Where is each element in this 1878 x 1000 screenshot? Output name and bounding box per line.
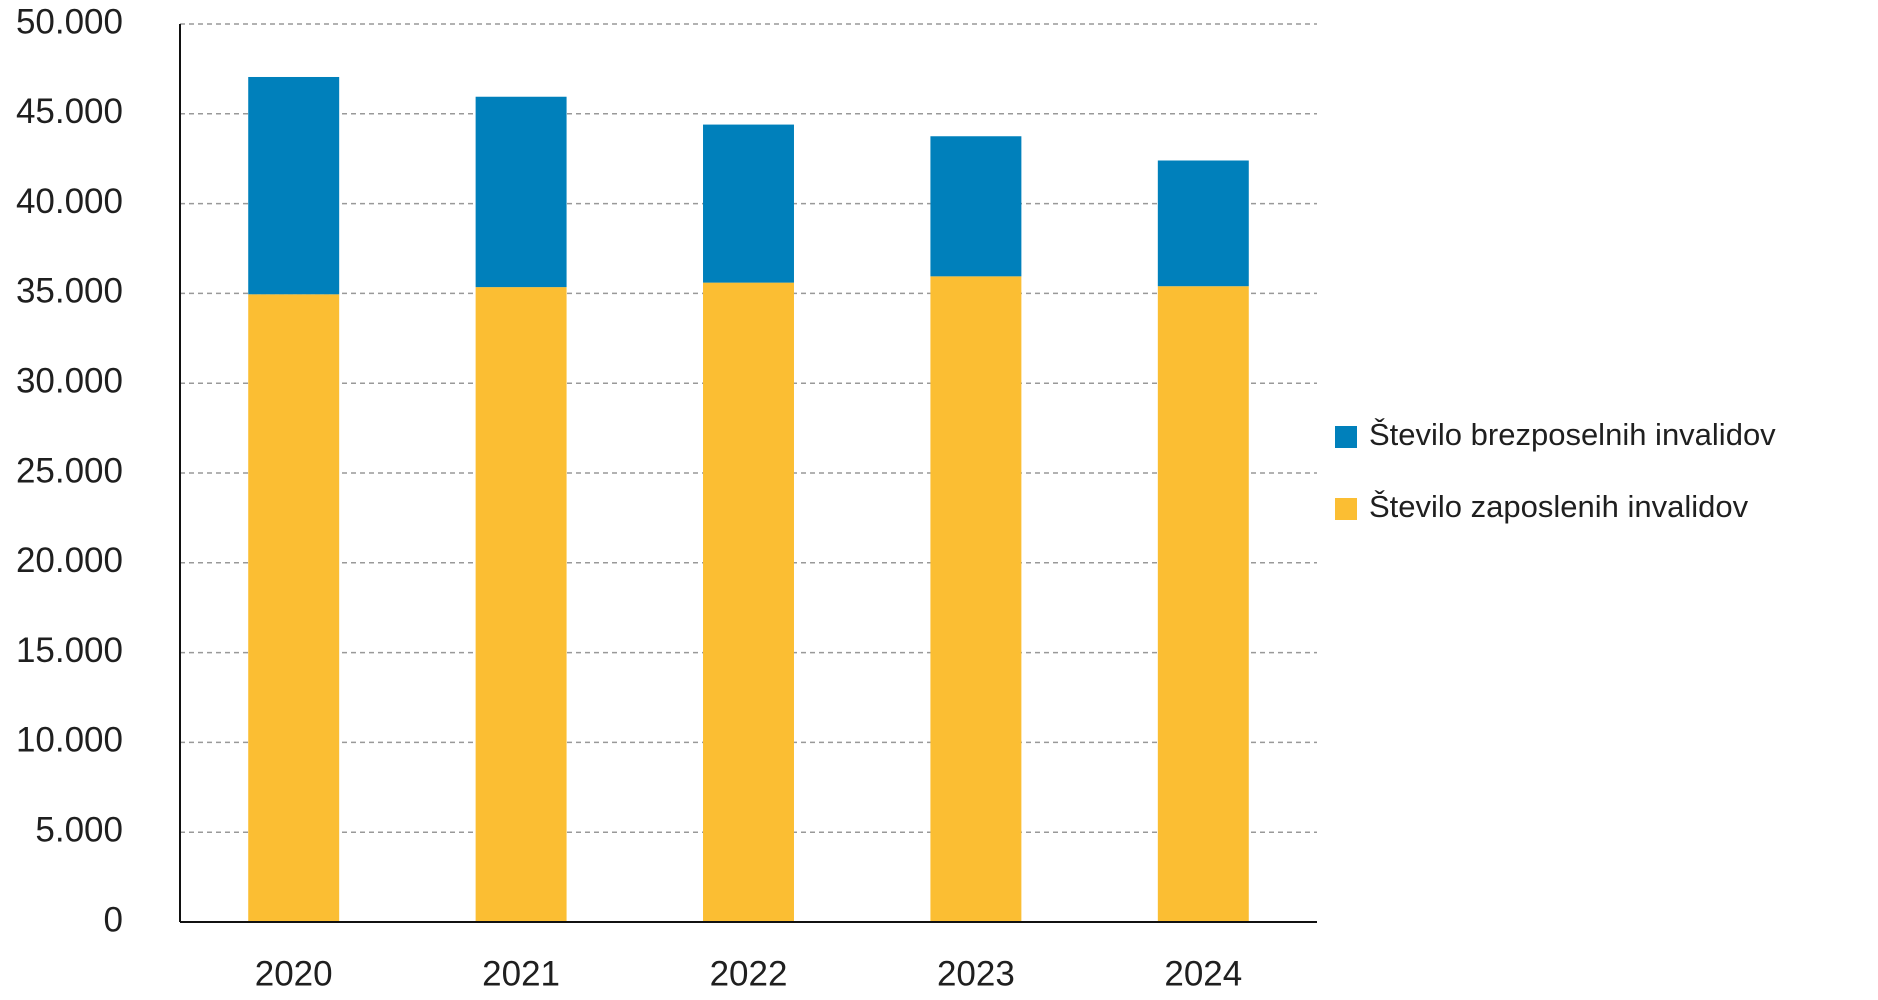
- bar-segment: [248, 294, 340, 923]
- x-tick-label: 2023: [937, 954, 1015, 993]
- y-tick-label: 30.000: [16, 361, 123, 400]
- x-tick-label: 2020: [255, 954, 333, 993]
- bar-segment: [703, 282, 794, 922]
- y-tick-label: 15.000: [16, 631, 123, 670]
- bar-segment: [1157, 160, 1249, 287]
- y-tick-label: 40.000: [16, 182, 123, 221]
- y-tick-label: 10.000: [16, 721, 123, 760]
- bar-segment: [475, 287, 567, 922]
- bar-segment: [930, 276, 1022, 922]
- bar-segment: [475, 96, 567, 288]
- x-tick-label: 2021: [482, 954, 560, 993]
- bar-segment: [703, 124, 794, 283]
- legend-swatch: [1335, 498, 1357, 520]
- bar-segment: [930, 136, 1022, 277]
- y-tick-label: 45.000: [16, 92, 123, 131]
- y-tick-label: 25.000: [16, 451, 123, 490]
- x-tick-label: 2024: [1164, 954, 1242, 993]
- y-tick-label: 35.000: [16, 272, 123, 311]
- y-tick-label: 50.000: [16, 2, 123, 41]
- x-tick-label: 2022: [710, 954, 788, 993]
- y-tick-label: 20.000: [16, 541, 123, 580]
- y-tick-label: 0: [104, 900, 123, 939]
- legend-label: Število brezposelnih invalidov: [1369, 417, 1776, 452]
- legend-swatch: [1335, 426, 1357, 448]
- bar-segment: [248, 76, 340, 295]
- y-tick-label: 5.000: [35, 810, 123, 849]
- legend-label: Število zaposlenih invalidov: [1369, 489, 1749, 524]
- bar-segment: [1157, 286, 1249, 922]
